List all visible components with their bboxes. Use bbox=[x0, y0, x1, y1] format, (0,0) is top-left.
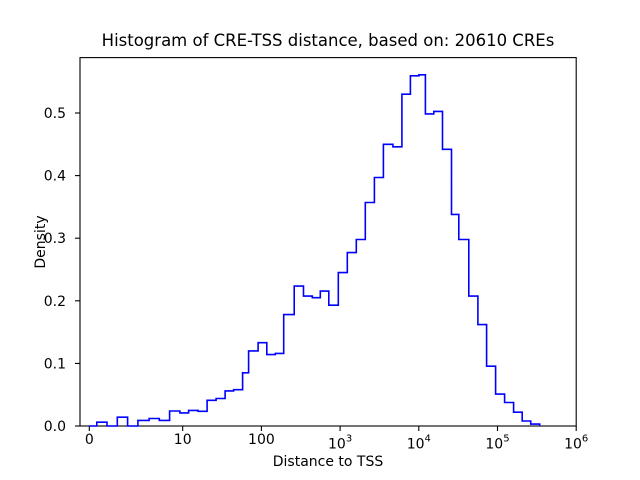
y-axis-label: Density bbox=[33, 215, 49, 268]
x-tick-label: 100 bbox=[248, 432, 275, 448]
x-tick-label: 0 bbox=[85, 432, 94, 448]
x-tick-label: 106 bbox=[564, 434, 588, 453]
y-tick-label: 0.0 bbox=[44, 419, 66, 435]
y-tick-label: 0.3 bbox=[44, 231, 66, 247]
chart-title: Histogram of CRE-TSS distance, based on:… bbox=[102, 31, 555, 50]
y-axis: 0.0 0.1 0.2 0.3 0.4 0.5 bbox=[44, 106, 80, 435]
y-tick-label: 0.1 bbox=[44, 356, 66, 372]
x-tick-label: 105 bbox=[485, 434, 509, 453]
x-axis: 0 10 100 103 104 105 106 bbox=[85, 426, 588, 453]
histogram-line bbox=[89, 74, 541, 427]
x-tick-label: 104 bbox=[407, 434, 431, 453]
x-axis-label: Distance to TSS bbox=[273, 454, 384, 470]
x-tick-label: 103 bbox=[328, 434, 352, 453]
plot-area bbox=[79, 57, 577, 427]
x-tick-label: 10 bbox=[174, 432, 192, 448]
y-tick-label: 0.5 bbox=[44, 106, 66, 122]
y-tick-label: 0.2 bbox=[44, 294, 66, 310]
y-tick-label: 0.4 bbox=[44, 169, 66, 185]
